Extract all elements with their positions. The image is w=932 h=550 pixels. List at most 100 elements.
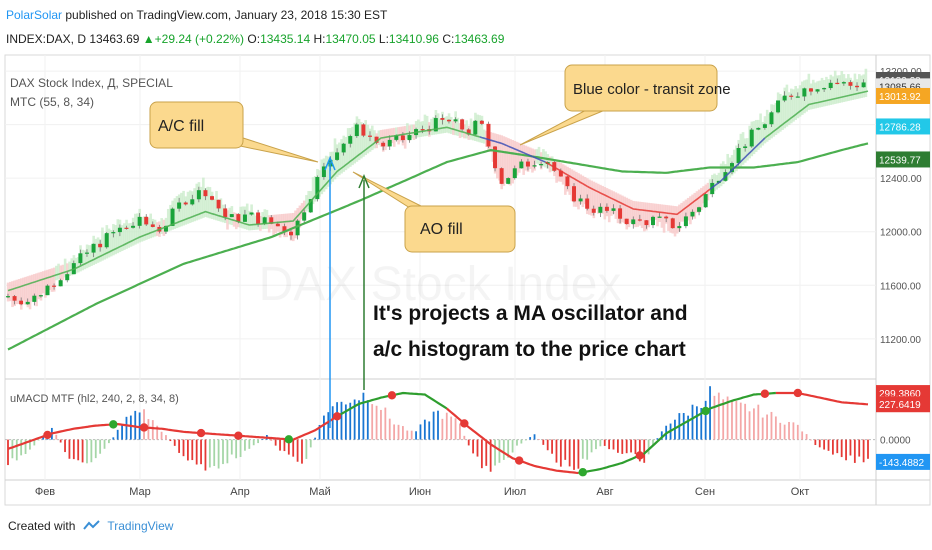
ac-fill-band <box>417 119 420 138</box>
candle-body <box>565 176 570 187</box>
candle-body <box>828 82 833 89</box>
candle-body <box>236 214 241 222</box>
ac-histogram-bar <box>344 404 347 440</box>
ac-histogram-bar <box>226 439 229 464</box>
x-tick-label: Сен <box>695 486 715 498</box>
ac-histogram-bar <box>783 424 786 440</box>
ac-arrow-head-icon <box>324 156 336 171</box>
ac-fill-band <box>265 209 269 229</box>
ac-histogram-bar <box>59 439 62 443</box>
ac-fill-band <box>46 269 49 291</box>
ac-fill-band <box>647 202 651 228</box>
ac-fill-band <box>48 269 52 290</box>
ac-histogram-bar <box>129 415 132 440</box>
candle-body <box>532 165 537 167</box>
tradingview-link[interactable]: TradingView <box>107 519 174 533</box>
candle-body <box>315 177 320 200</box>
ac-histogram-bar <box>511 439 514 453</box>
ac-fill-band <box>831 76 835 105</box>
ac-histogram-bar <box>735 400 738 440</box>
ac-fill-band <box>123 223 126 250</box>
ac-histogram-bar <box>77 439 80 461</box>
candle-body <box>150 224 155 227</box>
ac-histogram-bar <box>314 437 317 440</box>
ac-fill-band <box>491 132 495 162</box>
ac-fill-band <box>537 146 541 165</box>
note-line-1: It's projects a MA oscillator and <box>373 302 688 325</box>
candle-body <box>295 220 300 236</box>
ac-histogram-bar <box>586 439 589 460</box>
ac-histogram-bar <box>766 414 768 440</box>
ac-histogram-bar <box>186 439 189 461</box>
ac-histogram-bar <box>524 439 527 441</box>
ac-fill-band <box>112 224 115 256</box>
ac-histogram-bar <box>823 439 826 450</box>
ac-histogram-bar <box>94 439 97 459</box>
ac-fill-band <box>298 205 302 228</box>
ac-histogram-bar <box>472 439 475 454</box>
ac-histogram-bar <box>652 439 654 446</box>
ac-histogram-bar <box>753 408 755 440</box>
ac-fill-band <box>241 206 245 229</box>
ac-fill-band <box>482 129 486 144</box>
candle-body <box>644 220 649 226</box>
candle-body <box>453 119 458 122</box>
ac-fill-band <box>513 140 517 174</box>
ac-fill-band <box>476 114 479 142</box>
signal-dot-red <box>332 412 342 421</box>
price-tag: 12539.77 <box>879 155 921 166</box>
ac-fill-band <box>320 159 324 195</box>
ac-histogram-bar <box>713 395 716 440</box>
ac-histogram-bar <box>156 425 159 440</box>
ac-fill-band <box>149 213 153 239</box>
y-tick-label: 11600.00 <box>880 281 921 292</box>
ac-fill-band <box>680 202 683 222</box>
ao-line-red <box>775 391 869 406</box>
candle-body <box>861 82 866 88</box>
ac-fill-band <box>864 68 868 97</box>
ac-histogram-bar <box>687 415 690 440</box>
ac-fill-band <box>669 205 672 233</box>
candle-body <box>802 88 807 97</box>
ac-histogram-bar <box>331 406 334 440</box>
ac-fill-band <box>313 176 317 202</box>
ac-fill-band <box>127 223 131 248</box>
ac-fill-band <box>645 202 648 231</box>
ac-fill-band <box>627 198 631 228</box>
ac-fill-band <box>35 273 38 307</box>
author-link[interactable]: PolarSolar <box>6 8 63 22</box>
ac-histogram-bar <box>774 416 777 440</box>
ac-fill-band <box>616 193 620 224</box>
candle-body <box>137 216 142 226</box>
candle-body <box>335 152 340 160</box>
ac-histogram-bar <box>230 439 233 455</box>
ac-fill-band <box>469 118 473 140</box>
ac-fill-band <box>601 185 604 214</box>
ac-fill-band <box>629 199 633 223</box>
note-line-2: a/c histogram to the price chart <box>373 338 686 361</box>
y-tick-label: 11200.00 <box>880 335 921 346</box>
ac-fill-band <box>456 117 460 136</box>
candle-body <box>170 208 175 226</box>
ac-histogram-bar <box>112 437 115 440</box>
ac-fill-band <box>116 219 120 254</box>
ac-histogram-bar <box>788 421 790 440</box>
ac-fill-band <box>480 115 484 143</box>
ac-fill-band <box>289 213 293 241</box>
candle-body <box>743 146 748 149</box>
candle-body <box>163 225 168 232</box>
ac-fill-band <box>675 206 679 234</box>
ac-fill-band <box>193 188 196 222</box>
candle-body <box>493 146 498 169</box>
candle-body <box>19 300 24 305</box>
ac-histogram-bar <box>450 416 453 440</box>
candle-body <box>98 243 103 248</box>
ohlc-header: INDEX:DAX, D 13463.69 ▲+29.24 (+0.22%) O… <box>6 32 504 46</box>
ac-fill-band <box>147 217 150 240</box>
ac-fill-band <box>26 276 30 308</box>
ac-fill-band <box>561 164 565 185</box>
candle-body <box>789 95 794 97</box>
ac-fill-band <box>667 205 670 231</box>
ac-fill-band <box>142 216 146 241</box>
